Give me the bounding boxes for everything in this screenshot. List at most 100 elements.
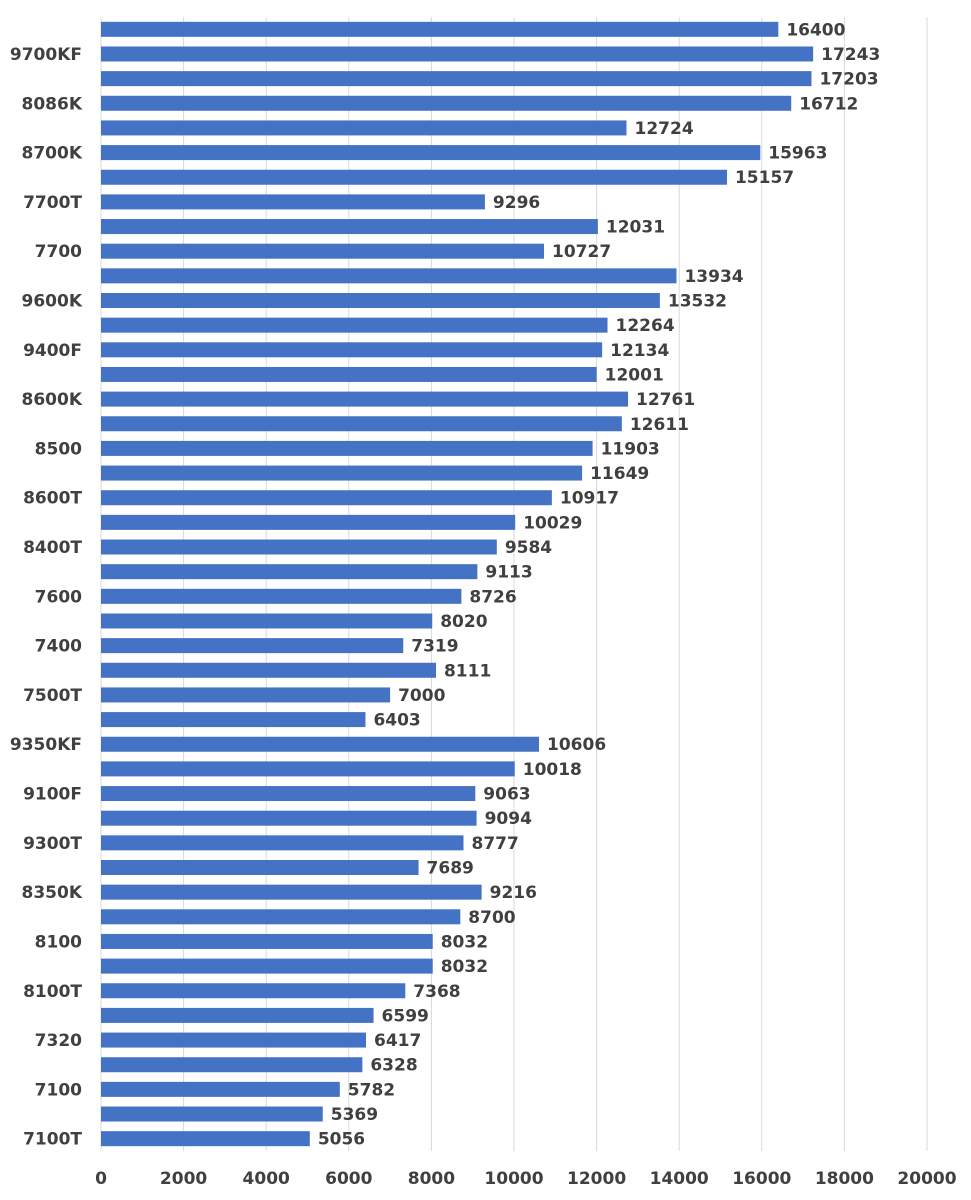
bar [101, 366, 597, 382]
gridlines [100, 17, 928, 1151]
data-label: 10606 [547, 735, 606, 755]
data-label: 5056 [318, 1130, 365, 1150]
x-tick-label: 2000 [160, 1169, 207, 1189]
bar [101, 440, 593, 456]
data-label: 7000 [398, 686, 445, 706]
bar [101, 268, 677, 284]
data-label: 10727 [552, 242, 611, 262]
value-labels: 16400 17243 17203 16712 12724 15963 15157 9296 1… [318, 20, 880, 1149]
data-label: 13532 [668, 292, 727, 312]
bar [101, 1081, 340, 1097]
data-label: 9216 [490, 883, 537, 903]
bar [101, 194, 485, 210]
bar [101, 342, 603, 358]
x-tick-label: 10000 [484, 1169, 543, 1189]
data-label: 8700 [468, 908, 515, 928]
bar [101, 416, 622, 432]
bar [101, 810, 477, 826]
bar [101, 835, 464, 851]
data-label: 6403 [373, 711, 420, 731]
data-label: 9094 [485, 809, 532, 829]
bar [101, 95, 792, 111]
bar [101, 465, 583, 481]
bar [101, 958, 433, 974]
category-label: 8600T [23, 489, 82, 509]
bar [101, 613, 433, 629]
bar [101, 712, 366, 728]
bar [101, 884, 482, 900]
data-label: 7689 [427, 859, 474, 879]
category-label: 7100 [35, 1080, 82, 1100]
bar [101, 1007, 374, 1023]
bar [101, 293, 660, 308]
data-label: 10917 [560, 489, 619, 509]
category-labels: 9700KF 8086K 8700K 7700T 7700 9600K 9400F 8600K… [10, 45, 83, 1150]
bar [101, 687, 391, 703]
bar [101, 46, 814, 62]
category-label: 7600 [35, 587, 82, 607]
x-tick-label: 8000 [408, 1169, 455, 1189]
data-label: 12264 [616, 316, 675, 336]
bar [101, 120, 627, 136]
bar [101, 662, 436, 678]
data-label: 12761 [636, 390, 695, 410]
category-label: 7500T [23, 686, 82, 706]
data-label: 7319 [411, 637, 458, 657]
category-label: 8500 [35, 439, 82, 459]
bar [101, 391, 629, 407]
x-tick-label: 14000 [650, 1169, 709, 1189]
data-label: 8020 [440, 612, 487, 632]
bar [101, 514, 516, 530]
category-label: 7100T [23, 1130, 82, 1150]
category-label: 8600K [22, 390, 83, 410]
bar [101, 219, 598, 235]
data-label: 15963 [768, 144, 827, 164]
bar [101, 1106, 323, 1122]
bar [101, 761, 515, 777]
bar [101, 1057, 363, 1073]
category-label: 7700 [35, 242, 82, 262]
x-tick-label: 20000 [897, 1169, 956, 1189]
x-tick-label: 4000 [243, 1169, 290, 1189]
category-label: 8400T [23, 538, 82, 558]
bar [101, 539, 497, 555]
category-label: 9700KF [10, 45, 82, 65]
category-label: 8350K [22, 883, 83, 903]
bars [101, 21, 814, 1147]
data-label: 8726 [469, 587, 516, 607]
data-label: 10029 [523, 513, 582, 533]
x-tick-label: 16000 [732, 1169, 791, 1189]
category-label: 9350KF [10, 735, 82, 755]
bar [101, 909, 461, 925]
category-label: 9300T [23, 834, 82, 854]
data-label: 8032 [441, 932, 488, 952]
data-label: 9296 [493, 193, 540, 213]
data-label: 6328 [370, 1056, 417, 1076]
data-label: 5782 [348, 1080, 395, 1100]
bar [101, 564, 478, 580]
category-label: 9600K [22, 292, 83, 312]
data-label: 12724 [635, 119, 694, 139]
data-label: 6417 [374, 1031, 421, 1051]
data-label: 6599 [382, 1006, 429, 1026]
data-label: 9063 [483, 785, 530, 805]
category-label: 7320 [35, 1031, 82, 1051]
data-label: 11649 [590, 464, 649, 484]
bar [101, 21, 779, 37]
category-label: 7700T [23, 193, 82, 213]
data-label: 12611 [630, 415, 689, 435]
bar [101, 786, 476, 802]
data-label: 16712 [799, 94, 858, 114]
x-axis-ticks: 0 2000 4000 6000 8000 10000 12000 14000 16000 180… [95, 1169, 957, 1189]
bar [101, 1131, 310, 1147]
bar [101, 983, 406, 999]
bar [101, 1032, 367, 1048]
bar [101, 860, 419, 875]
bar [101, 490, 552, 506]
data-label: 10018 [523, 760, 582, 780]
data-label: 17243 [821, 45, 880, 65]
category-label: 9400F [23, 341, 82, 361]
bar [101, 736, 540, 752]
data-label: 9113 [485, 563, 532, 583]
bar [101, 71, 812, 87]
